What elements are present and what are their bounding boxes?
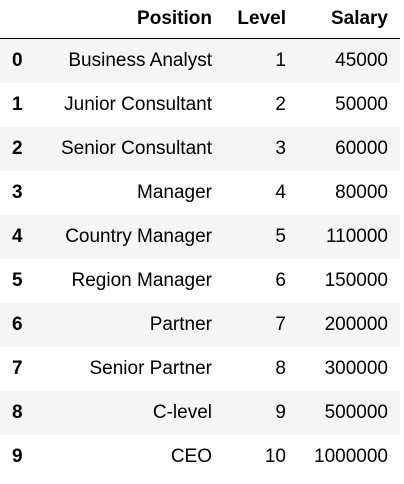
row-index: 4 xyxy=(12,226,23,247)
salary-cell: 60000 xyxy=(335,138,388,159)
row-index: 8 xyxy=(12,402,23,423)
table-row: 1 Junior Consultant 2 50000 xyxy=(0,83,400,127)
row-index: 6 xyxy=(12,314,23,335)
level-cell: 6 xyxy=(275,270,286,291)
dataframe-table: Position Level Salary 0 Business Analyst… xyxy=(0,0,400,479)
level-cell: 10 xyxy=(264,446,286,467)
level-cell: 1 xyxy=(275,50,286,71)
level-cell: 2 xyxy=(275,94,286,115)
table-row: 2 Senior Consultant 3 60000 xyxy=(0,127,400,171)
table-row: 7 Senior Partner 8 300000 xyxy=(0,347,400,391)
salary-cell: 45000 xyxy=(335,50,388,71)
position-cell: C-level xyxy=(152,402,212,423)
position-cell: Partner xyxy=(149,314,212,335)
salary-cell: 150000 xyxy=(324,270,388,291)
position-cell: Country Manager xyxy=(65,226,212,247)
salary-cell: 50000 xyxy=(335,94,388,115)
table-row: 9 CEO 10 1000000 xyxy=(0,435,400,479)
row-index: 5 xyxy=(12,270,23,291)
table-row: 0 Business Analyst 1 45000 xyxy=(0,38,400,83)
table-body: 0 Business Analyst 1 45000 1 Junior Cons… xyxy=(0,38,400,479)
position-header: Position xyxy=(30,0,224,39)
level-cell: 9 xyxy=(275,402,286,423)
salary-cell: 110000 xyxy=(326,226,388,247)
row-index: 7 xyxy=(12,358,23,379)
position-cell: Business Analyst xyxy=(68,50,212,71)
table-row: 6 Partner 7 200000 xyxy=(0,303,400,347)
salary-cell: 500000 xyxy=(324,402,388,423)
position-cell: Senior Consultant xyxy=(60,138,212,159)
level-cell: 7 xyxy=(275,314,286,335)
salary-cell: 300000 xyxy=(324,358,388,379)
salary-cell: 80000 xyxy=(335,182,388,203)
table-row: 3 Manager 4 80000 xyxy=(0,171,400,215)
salary-cell: 200000 xyxy=(324,314,388,335)
position-cell: Region Manager xyxy=(71,270,212,291)
row-index: 9 xyxy=(12,446,23,467)
table-header: Position Level Salary xyxy=(0,0,400,39)
salary-header: Salary xyxy=(298,0,400,39)
header-row: Position Level Salary xyxy=(0,0,400,39)
row-index: 0 xyxy=(12,50,23,71)
level-header: Level xyxy=(224,0,298,39)
position-cell: Senior Partner xyxy=(89,358,212,379)
salary-cell: 1000000 xyxy=(314,446,388,467)
row-index: 1 xyxy=(12,94,23,115)
row-index: 3 xyxy=(12,182,23,203)
position-cell: Manager xyxy=(137,182,212,203)
index-header xyxy=(0,0,30,39)
level-cell: 5 xyxy=(275,226,286,247)
table-row: 4 Country Manager 5 110000 xyxy=(0,215,400,259)
row-index: 2 xyxy=(12,138,23,159)
level-cell: 4 xyxy=(275,182,286,203)
table-row: 8 C-level 9 500000 xyxy=(0,391,400,435)
level-cell: 3 xyxy=(275,138,286,159)
level-cell: 8 xyxy=(275,358,286,379)
table-row: 5 Region Manager 6 150000 xyxy=(0,259,400,303)
position-cell: Junior Consultant xyxy=(64,94,212,115)
position-cell: CEO xyxy=(170,446,212,467)
